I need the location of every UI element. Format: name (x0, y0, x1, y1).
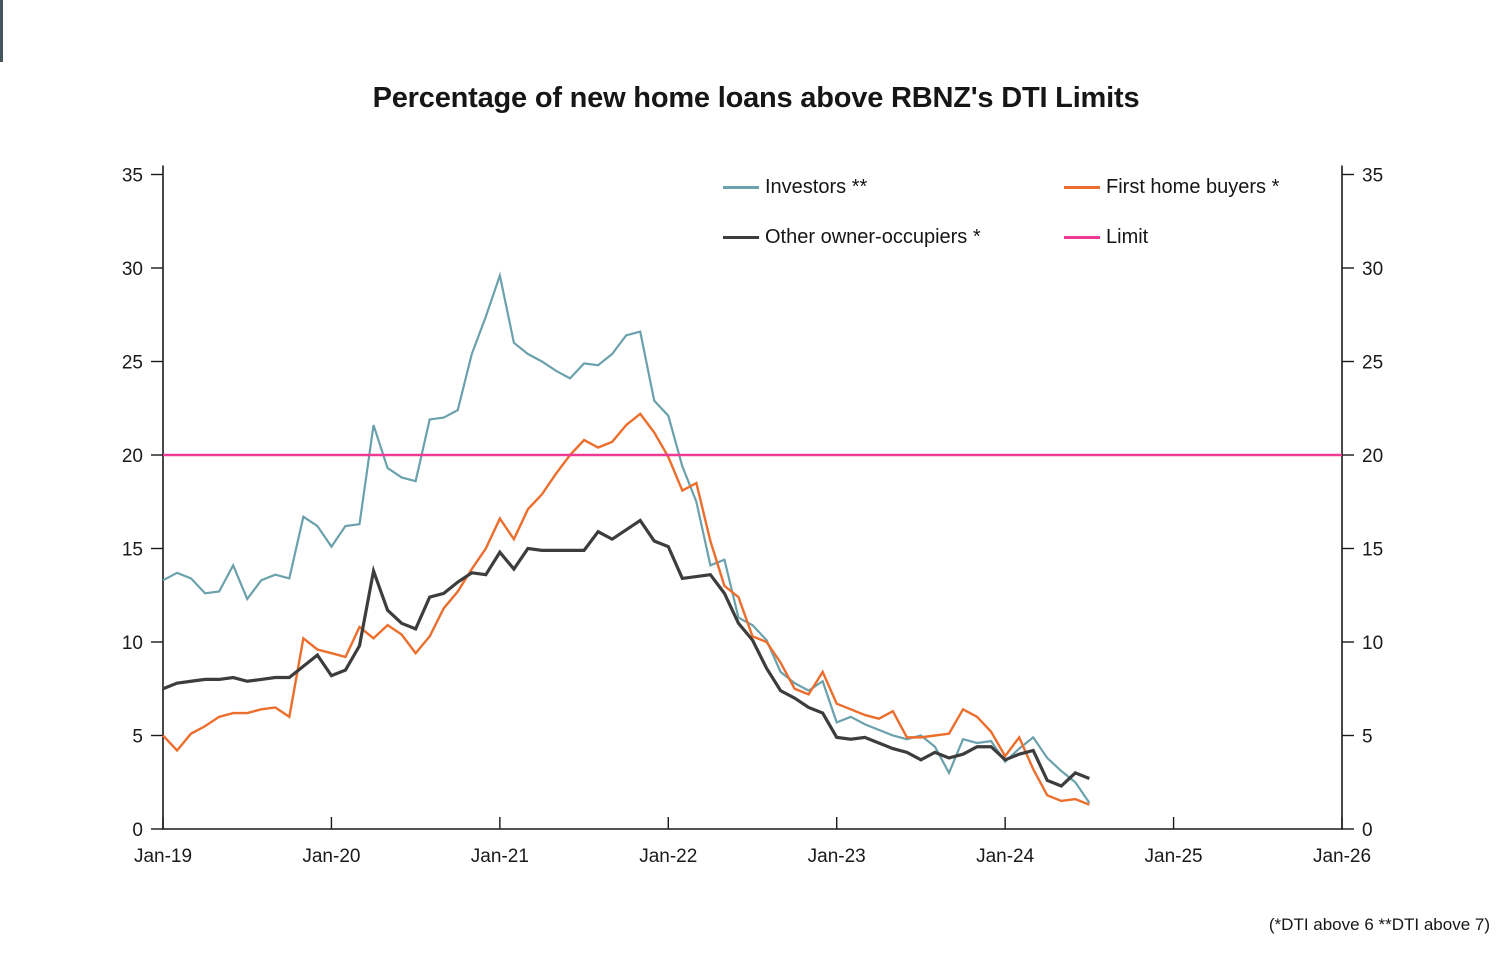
svg-text:30: 30 (122, 259, 143, 280)
chart-title: Percentage of new home loans above RBNZ'… (372, 82, 1140, 114)
svg-text:15: 15 (1362, 540, 1383, 561)
legend-item-investors: Investors ** (723, 176, 867, 199)
svg-text:Jan-20: Jan-20 (302, 846, 360, 867)
svg-text:5: 5 (1362, 727, 1373, 748)
svg-text:20: 20 (1362, 446, 1383, 467)
svg-text:5: 5 (132, 727, 143, 748)
legend-label-limit: Limit (1106, 226, 1149, 248)
svg-text:0: 0 (1362, 820, 1373, 841)
svg-text:Jan-22: Jan-22 (639, 846, 697, 867)
series-line (162, 412, 1090, 806)
legend-item-limit: Limit (1064, 226, 1148, 249)
svg-text:15: 15 (122, 540, 143, 561)
legend-line-other-owner-occupiers (723, 236, 759, 239)
svg-text:10: 10 (1362, 633, 1383, 654)
svg-text:35: 35 (1362, 166, 1383, 187)
svg-text:Jan-23: Jan-23 (808, 846, 866, 867)
svg-text:Jan-24: Jan-24 (976, 846, 1035, 867)
window-edge-strip (0, 0, 3, 62)
chart-footnote: (*DTI above 6 **DTI above 7) (1268, 915, 1490, 934)
svg-text:25: 25 (122, 353, 143, 374)
legend-line-first-home-buyers (1064, 186, 1100, 189)
series-line (162, 271, 1091, 804)
svg-text:10: 10 (122, 633, 143, 654)
legend-label-first-home-buyers: First home buyers * (1106, 176, 1280, 198)
svg-text:0: 0 (132, 820, 143, 841)
legend-line-limit (1064, 236, 1100, 239)
legend-line-investors (723, 186, 759, 189)
legend-label-investors: Investors ** (765, 176, 868, 198)
svg-text:Jan-19: Jan-19 (134, 846, 192, 867)
legend-item-first-home-buyers: First home buyers * (1064, 176, 1279, 199)
svg-text:Jan-26: Jan-26 (1313, 846, 1371, 867)
legend-label-other-owner-occupiers: Other owner-occupiers * (765, 226, 981, 248)
legend-item-other-owner-occupiers: Other owner-occupiers * (723, 226, 981, 249)
svg-text:35: 35 (122, 166, 143, 187)
series-line (162, 518, 1090, 788)
svg-text:30: 30 (1362, 259, 1383, 280)
svg-text:Jan-21: Jan-21 (471, 846, 529, 867)
svg-text:Jan-25: Jan-25 (1145, 846, 1203, 867)
svg-text:25: 25 (1362, 353, 1383, 374)
svg-text:20: 20 (122, 446, 143, 467)
